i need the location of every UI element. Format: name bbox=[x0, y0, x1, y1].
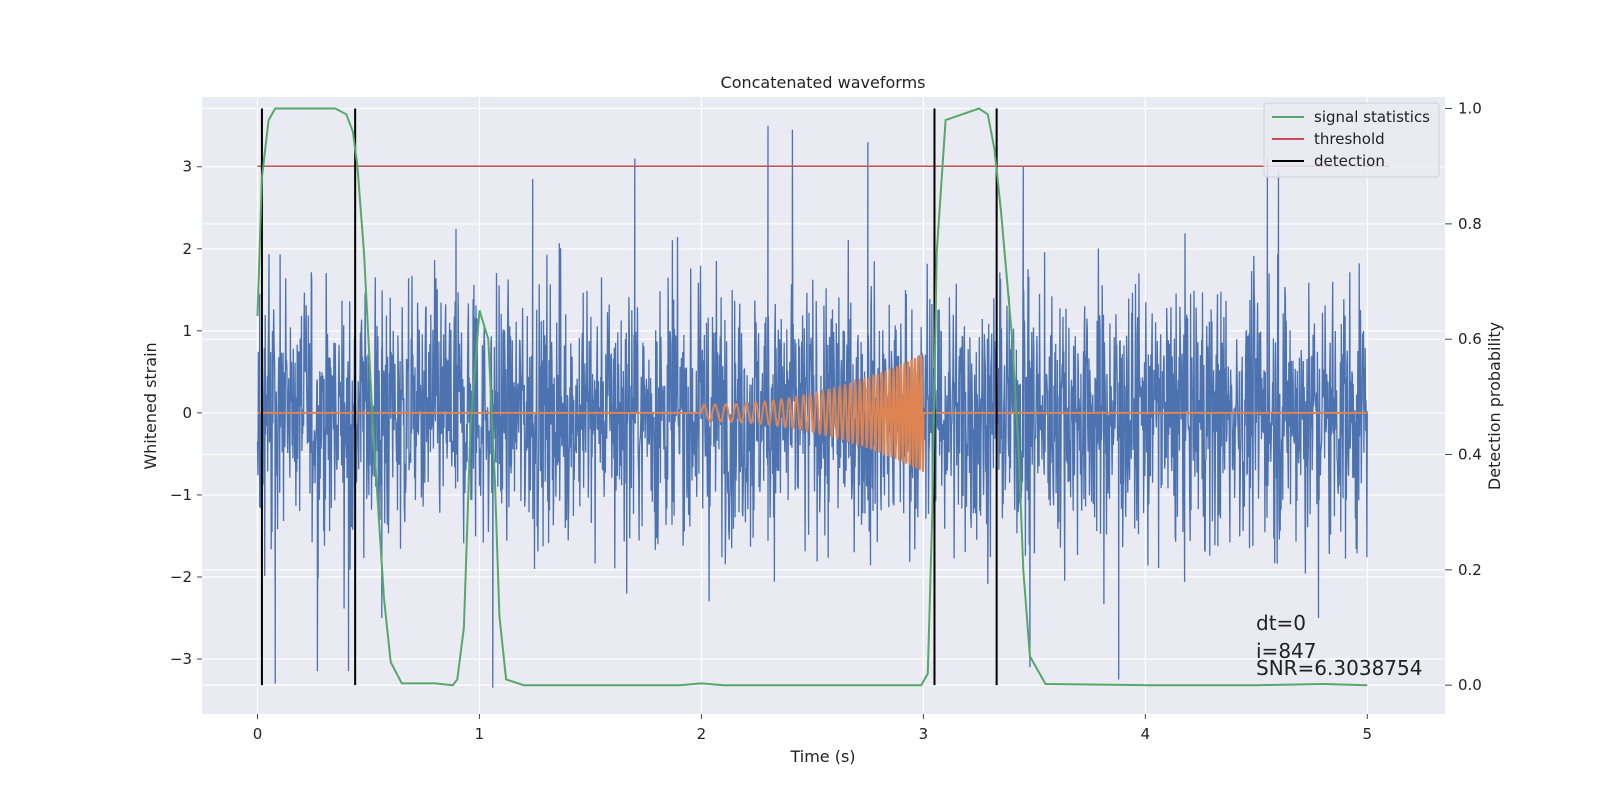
signal-statistics-series bbox=[256, 107, 1368, 687]
y-right-tick-label: 0.2 bbox=[1458, 561, 1482, 579]
y-tick-label: 0 bbox=[182, 404, 192, 422]
y-right-tick-label: 0.4 bbox=[1458, 446, 1482, 464]
y-axis-label: Whitened strain bbox=[141, 342, 160, 469]
legend: signal statistics threshold detection bbox=[1263, 102, 1440, 178]
x-tick-label: 3 bbox=[919, 725, 929, 743]
y-right-tick-label: 0.0 bbox=[1458, 676, 1482, 694]
y-tick-label: 2 bbox=[182, 240, 192, 258]
y-axis-label-right: Detection probability bbox=[1485, 322, 1504, 490]
x-tick-label: 1 bbox=[475, 725, 485, 743]
y-right-tick-label: 1.0 bbox=[1458, 100, 1482, 118]
y-tick-label: 1 bbox=[182, 322, 192, 340]
injected-signal-series bbox=[257, 354, 1368, 472]
y-tick-label: −3 bbox=[170, 650, 192, 668]
y-right-tick-label: 0.6 bbox=[1458, 330, 1482, 348]
data-layer bbox=[256, 107, 1390, 688]
y-tick-label: 3 bbox=[182, 158, 192, 176]
legend-signal-statistics-label: signal statistics bbox=[1314, 108, 1430, 126]
annotation-dt: dt=0 bbox=[1256, 611, 1306, 635]
y-right-tick-label: 0.8 bbox=[1458, 215, 1482, 233]
x-tick-label: 5 bbox=[1363, 725, 1373, 743]
annotation-index: i=847 bbox=[1256, 639, 1317, 663]
annotation-snr: SNR=6.3038754 bbox=[1256, 656, 1422, 680]
x-axis-label: Time (s) bbox=[789, 747, 855, 766]
legend-threshold-label: threshold bbox=[1314, 130, 1385, 148]
x-tick-label: 4 bbox=[1141, 725, 1151, 743]
legend-box bbox=[1263, 102, 1440, 178]
x-tick-label: 2 bbox=[697, 725, 707, 743]
y-tick-label: −1 bbox=[170, 486, 192, 504]
annotations: dt=0 i=847 SNR=6.3038754 bbox=[1256, 611, 1422, 680]
chart-title: Concatenated waveforms bbox=[721, 73, 926, 92]
y-tick-label: −2 bbox=[170, 568, 192, 586]
legend-detection-label: detection bbox=[1314, 152, 1385, 170]
x-tick-label: 0 bbox=[253, 725, 263, 743]
strain-series bbox=[256, 125, 1368, 688]
